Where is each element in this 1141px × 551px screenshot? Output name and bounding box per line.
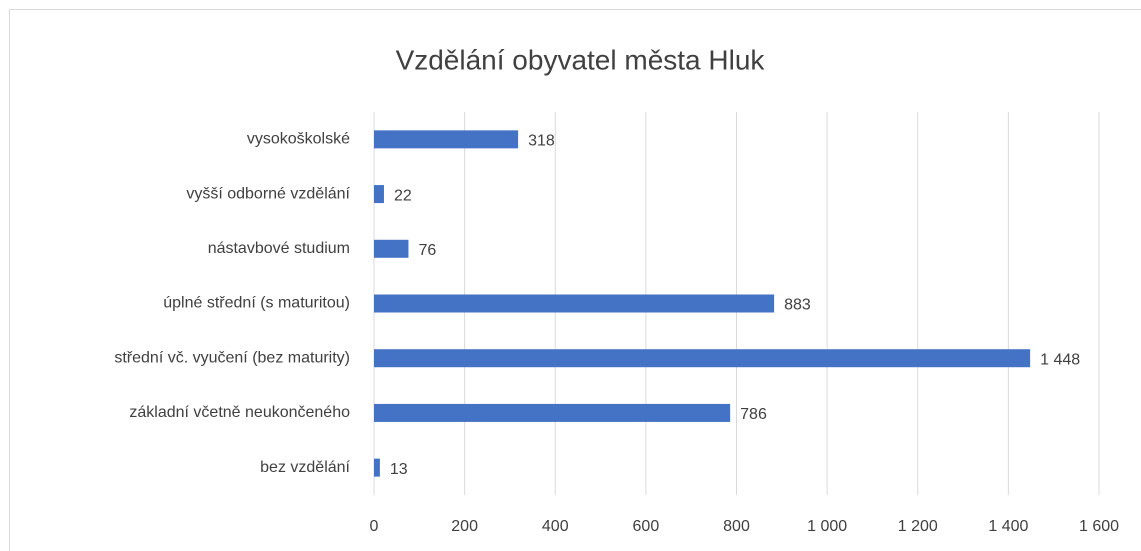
bar bbox=[374, 294, 775, 313]
bar bbox=[374, 185, 384, 204]
bar bbox=[374, 403, 731, 422]
y-tick-label: vyšší odborné vzdělání bbox=[186, 185, 350, 202]
chart-title: Vzdělání obyvatel města Hluk bbox=[396, 44, 766, 75]
data-label: 883 bbox=[784, 297, 811, 314]
data-label: 1 448 bbox=[1040, 351, 1080, 368]
y-tick-label: bez vzdělání bbox=[260, 459, 350, 476]
data-label: 76 bbox=[418, 242, 436, 259]
data-label: 22 bbox=[394, 187, 412, 204]
bar bbox=[374, 239, 409, 258]
data-label: 13 bbox=[390, 461, 408, 478]
x-tick-label: 800 bbox=[723, 518, 750, 535]
x-tick-label: 400 bbox=[542, 518, 569, 535]
y-tick-label: střední vč. vyučení (bez maturity) bbox=[114, 349, 350, 366]
data-label: 786 bbox=[740, 406, 767, 423]
bar bbox=[374, 349, 1031, 368]
y-tick-label: úplné střední (s maturitou) bbox=[163, 295, 350, 312]
chart-frame bbox=[9, 9, 1141, 551]
x-tick-label: 1 000 bbox=[807, 518, 847, 535]
bar bbox=[374, 130, 519, 149]
x-tick-label: 0 bbox=[370, 518, 379, 535]
x-tick-label: 600 bbox=[633, 518, 660, 535]
bar bbox=[374, 458, 380, 477]
x-tick-label: 1 600 bbox=[1079, 518, 1119, 535]
x-tick-label: 200 bbox=[451, 518, 478, 535]
data-label: 318 bbox=[528, 133, 555, 150]
y-tick-label: nástavbové studium bbox=[208, 240, 350, 257]
x-tick-label: 1 200 bbox=[898, 518, 938, 535]
y-tick-label: základní včetně neukončeného bbox=[129, 404, 350, 421]
y-tick-label: vysokoškolské bbox=[247, 131, 350, 148]
x-tick-label: 1 400 bbox=[988, 518, 1028, 535]
